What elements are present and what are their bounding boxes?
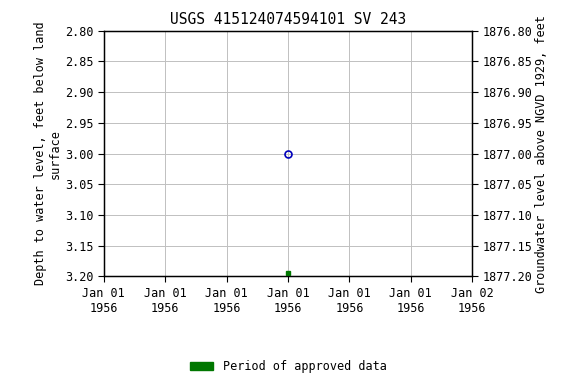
- Title: USGS 415124074594101 SV 243: USGS 415124074594101 SV 243: [170, 12, 406, 27]
- Y-axis label: Depth to water level, feet below land
surface: Depth to water level, feet below land su…: [34, 22, 62, 285]
- Legend: Period of approved data: Period of approved data: [185, 356, 391, 378]
- Y-axis label: Groundwater level above NGVD 1929, feet: Groundwater level above NGVD 1929, feet: [535, 15, 548, 293]
